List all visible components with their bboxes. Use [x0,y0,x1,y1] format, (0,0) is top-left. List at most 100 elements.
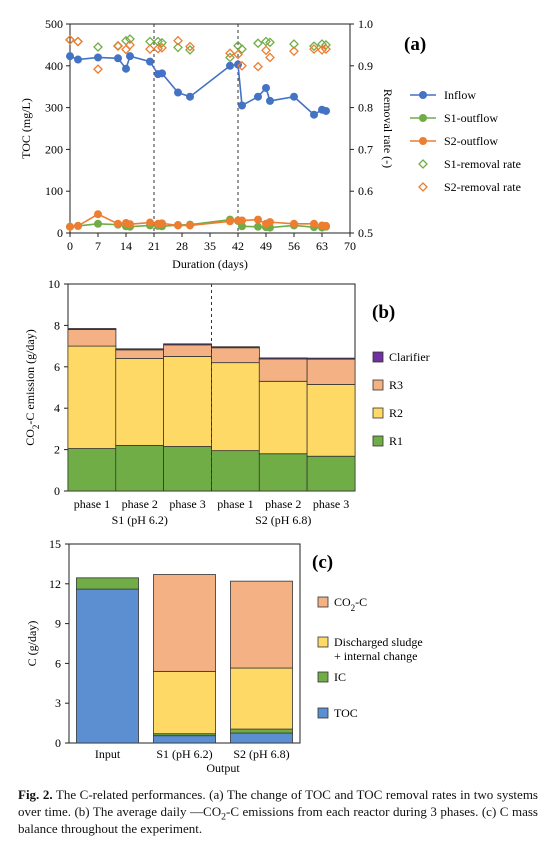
s2-removal-rate-point [317,44,327,55]
inflow-point [238,101,246,110]
s1-removal-rate-point [157,37,167,48]
s2-removal-rate-point [321,44,331,54]
legend-label: S2-removal rate [444,180,521,194]
bar-r2 [306,383,356,457]
bar-r1 [163,446,212,492]
s2-removal-rate-point [309,44,319,54]
bar-r1 [115,445,165,492]
y2-tick-label: 0.7 [358,142,373,156]
x-tick-label: 0 [67,239,73,253]
y-tick-label: 400 [45,59,63,73]
legend-swatch [372,351,384,363]
legend-label: Discharged sludge + internal change [334,635,423,663]
x-axis-label: Output [206,761,240,775]
panel-c-chart: 0 3 6 9 12 15 C (g/day) Input S1 (pH 6.2) S2 (pH … [25,537,423,775]
legend-label: R3 [389,378,403,392]
inflow-point [254,92,262,101]
bar-r1 [258,453,308,492]
inflow-point [158,69,166,78]
s1-removal-rate-point [73,36,83,47]
inflow-point [234,60,242,69]
s2-removal-rate-point [153,43,163,54]
x-tick-label: phase 2 [122,497,158,511]
bar-r2 [67,345,117,449]
bar-ic [76,577,139,590]
s1-outflow-point [94,219,102,228]
caption-text: The C-related performances. (a) The chan… [18,787,538,836]
legend-item-s1-removal-rate: S1-removal rate [418,157,521,171]
y-tick-label: 6 [54,360,60,374]
y2-axis-label: Removal rate (-) [381,89,395,168]
x-tick-label: 21 [148,239,160,253]
inflow-point [186,92,194,101]
bar-toc [153,735,216,744]
s2-removal-rate-point [233,49,243,60]
y-axis-label: TOC (mg/L) [19,98,33,159]
s2-removal-rate-point [225,48,235,59]
y-axis-label: CO2-C emission (g/day) [23,329,41,446]
bar-clarifier [258,357,308,360]
legend-label: IC [334,670,346,684]
s1-removal-rate-point [225,52,235,63]
x-tick-label: phase 2 [265,497,301,511]
s2-outflow-point [114,219,122,228]
s2-outflow-point [226,217,234,226]
legend-swatch [317,707,329,719]
s2-outflow-point [158,219,166,228]
s2-removal-rate-point [113,41,123,52]
panel-a-label: (a) [404,34,426,55]
bar-r1 [306,455,356,492]
y-tick-label: 8 [54,318,60,332]
plot-frame [69,23,351,234]
x-tick-label: 14 [120,239,132,253]
y-tick-label: 500 [45,17,63,31]
s2-removal-rate-point [145,44,155,54]
y-tick-label: 2 [54,443,60,457]
bar-r2 [163,356,212,447]
s2-removal-rate-point [289,46,299,57]
bar-clarifier [211,346,260,349]
s2-outflow-point [66,222,74,231]
group-label: S1 (pH 6.2) [112,513,168,527]
bar-r3 [67,329,117,347]
y-tick-label: 0 [57,226,63,240]
y-tick-label: 9 [55,617,61,631]
s2-outflow-point [290,219,298,228]
inflow-point [310,110,318,119]
inflow-point [174,88,182,97]
y-tick-label: 6 [55,656,61,670]
legend-label: S1-removal rate [444,157,521,171]
legend-marker [418,159,428,169]
y-tick-label: 3 [55,696,61,710]
caption-label: Fig. 2. [18,787,53,802]
bar-r2 [115,358,165,446]
legend-item-r1: R1 [372,434,403,448]
s2-removal-rate-point [185,41,195,52]
legend-item-s2-removal-rate: S2-removal rate [418,180,521,194]
y-tick-label: 15 [49,537,61,551]
y-tick-label: 0 [55,736,61,750]
s2-outflow-point [126,220,134,229]
y2-tick-label: 0.8 [358,101,373,115]
s1-removal-rate-point [309,41,319,52]
s2-removal-rate-point [253,61,263,72]
x-tick-label: 63 [316,239,328,253]
s1-removal-rate-point [237,44,247,54]
s2-outflow-point [186,221,194,230]
legend-marker [419,137,427,145]
panel-b-label: (b) [372,302,395,323]
s1-removal-rate-point [121,35,131,46]
legend-label: CO2-C [334,595,367,613]
bar-r1 [67,448,117,492]
inflow-point [322,106,330,115]
y-axis-label: C (g/day) [25,621,39,667]
bar-co-c [230,580,293,669]
legend-swatch [317,671,329,683]
x-tick-label: phase 3 [313,497,349,511]
y-tick-label: 12 [49,577,61,591]
bar-discharged-sludge-internal-change [230,667,293,730]
bar-discharged-sludge-internal-change [153,670,216,735]
legend-label: TOC [334,706,358,720]
s1-outflow-point [238,222,246,231]
